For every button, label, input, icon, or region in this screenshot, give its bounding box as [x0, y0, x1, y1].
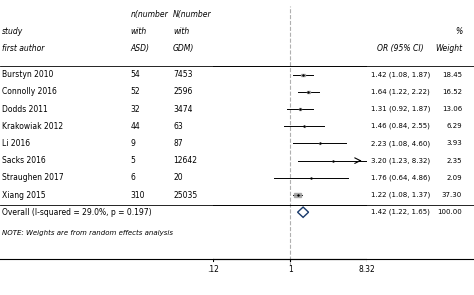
Text: 87: 87: [173, 139, 182, 148]
Polygon shape: [299, 109, 301, 110]
Text: 3.93: 3.93: [447, 140, 462, 146]
Text: Xiang 2015: Xiang 2015: [2, 191, 46, 199]
Text: 6: 6: [130, 173, 135, 182]
Text: 1.76 (0.64, 4.86): 1.76 (0.64, 4.86): [371, 175, 430, 181]
Text: 1.31 (0.92, 1.87): 1.31 (0.92, 1.87): [371, 106, 430, 112]
Text: N(number: N(number: [173, 10, 211, 19]
Text: study: study: [2, 27, 24, 36]
Text: GDM): GDM): [173, 44, 194, 53]
Polygon shape: [301, 74, 305, 76]
Text: 54: 54: [130, 70, 140, 79]
Text: Dodds 2011: Dodds 2011: [2, 104, 48, 114]
Polygon shape: [303, 126, 305, 127]
Text: 44: 44: [130, 122, 140, 131]
Text: 1.22 (1.08, 1.37): 1.22 (1.08, 1.37): [371, 192, 430, 198]
Text: Overall (I-squared = 29.0%, p = 0.197): Overall (I-squared = 29.0%, p = 0.197): [2, 208, 152, 217]
Text: NOTE: Weights are from random effects analysis: NOTE: Weights are from random effects an…: [2, 230, 173, 236]
Text: 1.46 (0.84, 2.55): 1.46 (0.84, 2.55): [371, 123, 430, 130]
Text: Weight: Weight: [435, 44, 462, 53]
Text: 1.42 (1.08, 1.87): 1.42 (1.08, 1.87): [371, 71, 430, 78]
Text: ASD): ASD): [130, 44, 149, 53]
Text: Li 2016: Li 2016: [2, 139, 30, 148]
Text: 310: 310: [130, 191, 145, 199]
Text: with: with: [130, 27, 146, 36]
Text: 1.64 (1.22, 2.22): 1.64 (1.22, 2.22): [371, 88, 430, 95]
Text: 7453: 7453: [173, 70, 192, 79]
Text: 12642: 12642: [173, 156, 197, 165]
Text: 52: 52: [130, 87, 140, 96]
Text: 9: 9: [130, 139, 135, 148]
Text: 6.29: 6.29: [447, 123, 462, 129]
Text: .12: .12: [207, 265, 219, 274]
Text: 37.30: 37.30: [442, 192, 462, 198]
Text: first author: first author: [2, 44, 45, 53]
Text: 8.32: 8.32: [359, 265, 376, 274]
Text: 2596: 2596: [173, 87, 192, 96]
Text: 63: 63: [173, 122, 183, 131]
Text: Sacks 2016: Sacks 2016: [2, 156, 46, 165]
Text: 18.45: 18.45: [442, 72, 462, 78]
Polygon shape: [298, 207, 309, 217]
Polygon shape: [294, 193, 301, 197]
Text: 25035: 25035: [173, 191, 197, 199]
Text: 3474: 3474: [173, 104, 192, 114]
Text: Connolly 2016: Connolly 2016: [2, 87, 57, 96]
Text: 20: 20: [173, 173, 182, 182]
Text: 1.42 (1.22, 1.65): 1.42 (1.22, 1.65): [371, 209, 430, 215]
Text: 5: 5: [130, 156, 135, 165]
Polygon shape: [319, 143, 320, 144]
Text: 100.00: 100.00: [438, 209, 462, 215]
Text: 32: 32: [130, 104, 140, 114]
Text: 1: 1: [288, 265, 293, 274]
Polygon shape: [307, 91, 310, 93]
Text: 2.23 (1.08, 4.60): 2.23 (1.08, 4.60): [371, 140, 430, 147]
Text: 2.09: 2.09: [447, 175, 462, 181]
Text: OR (95% CI): OR (95% CI): [377, 44, 424, 53]
Text: 16.52: 16.52: [442, 89, 462, 95]
Text: 3.20 (1.23, 8.32): 3.20 (1.23, 8.32): [371, 157, 430, 164]
Text: 13.06: 13.06: [442, 106, 462, 112]
Text: Straughen 2017: Straughen 2017: [2, 173, 64, 182]
Text: %: %: [455, 27, 462, 36]
Text: Burstyn 2010: Burstyn 2010: [2, 70, 54, 79]
Text: with: with: [173, 27, 189, 36]
Text: 2.35: 2.35: [447, 158, 462, 164]
Text: Krakowiak 2012: Krakowiak 2012: [2, 122, 64, 131]
Text: n(number: n(number: [130, 10, 168, 19]
